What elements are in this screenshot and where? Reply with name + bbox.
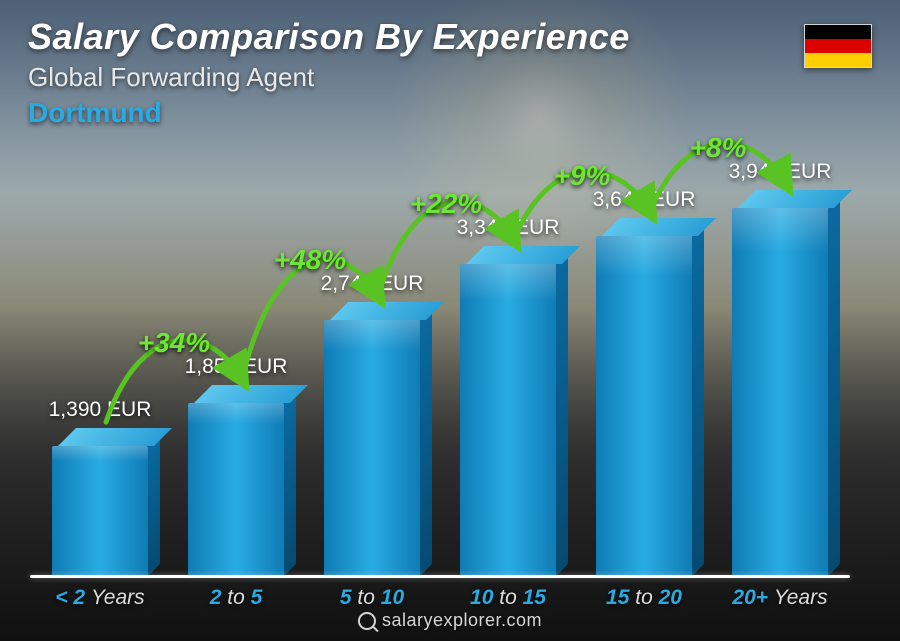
bar-chart: 1,390 EUR 1,850 EUR 2,740 EUR 3,340 EUR 3,64… [30,120,850,576]
category-label: < 2 Years [55,586,144,610]
bar-top [738,190,852,208]
bar-top [58,428,172,446]
bar-side [828,196,840,576]
category-label: 15 to 20 [606,586,682,610]
category-label: 5 to 10 [340,586,404,610]
search-icon [358,612,376,630]
flag-stripe [805,39,871,53]
bar-top [466,246,580,264]
chart-title: Salary Comparison By Experience [28,16,630,58]
bar-side [284,391,296,576]
bar-slot: 2,740 EUR [324,320,420,576]
category-label: 20+ Years [732,586,827,610]
bar [324,320,420,576]
bar-side [420,308,432,576]
bar-slot: 3,640 EUR [596,236,692,576]
bar-top [194,385,308,403]
growth-arc-label: +8% [690,132,747,164]
category-label: 2 to 5 [210,586,263,610]
infographic-canvas: Salary Comparison By Experience Global F… [0,0,900,641]
growth-arc-label: +34% [138,327,210,359]
title-block: Salary Comparison By Experience Global F… [28,16,630,129]
bar-value-label: 1,390 EUR [49,398,152,422]
growth-arc-label: +48% [274,244,346,276]
growth-arc-label: +22% [410,188,482,220]
bar-top [330,302,444,320]
bar-side [148,434,160,576]
flag-stripe [805,53,871,67]
growth-arc-label: +9% [554,160,611,192]
bar-slot: 1,850 EUR [188,403,284,576]
bar [188,403,284,576]
footer-text: salaryexplorer.com [382,610,542,631]
bar-side [692,224,704,576]
bar [460,264,556,576]
flag-stripe [805,25,871,39]
category-label: 10 to 15 [470,586,546,610]
bar [732,208,828,576]
bar [596,236,692,576]
chart-subtitle: Global Forwarding Agent [28,62,630,93]
bar-side [556,252,568,576]
bar-slot: 3,340 EUR [460,264,556,576]
bar [52,446,148,576]
bar-slot: 1,390 EUR [52,446,148,576]
bar-slot: 3,940 EUR [732,208,828,576]
country-flag-germany [804,24,872,68]
bar-top [602,218,716,236]
footer-attribution: salaryexplorer.com [358,610,542,631]
